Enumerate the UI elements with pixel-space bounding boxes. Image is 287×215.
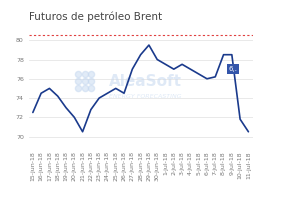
Text: Futuros de petróleo Brent: Futuros de petróleo Brent xyxy=(29,12,162,22)
Text: ENERGY FORECASTING: ENERGY FORECASTING xyxy=(109,94,181,99)
Text: AleaSoft: AleaSoft xyxy=(108,74,182,89)
Text: 6,.: 6,. xyxy=(228,66,238,72)
